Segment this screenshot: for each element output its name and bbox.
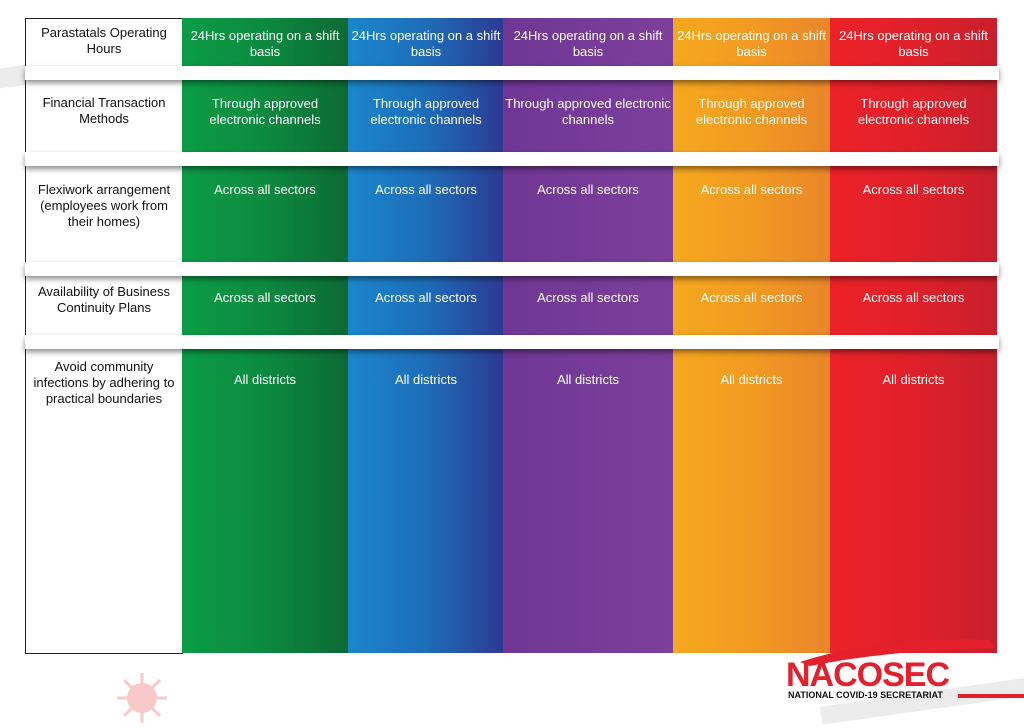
- cell: All districts: [233, 372, 297, 387]
- cell: 24Hrs operating on a shift basis: [351, 28, 501, 59]
- cell: Across all sectors: [537, 182, 639, 197]
- cell: Through approved electronic channels: [505, 96, 671, 127]
- row-label: Avoid community infections by adhering t…: [33, 359, 175, 406]
- logo-subtitle: NATIONAL COVID-19 SECRETARIAT: [788, 690, 943, 700]
- row-separator: [25, 262, 999, 276]
- logo-name: NACOSEC: [786, 656, 950, 694]
- cell: Across all sectors: [862, 182, 965, 197]
- cell: 24Hrs operating on a shift basis: [513, 28, 663, 59]
- cell: Across all sectors: [375, 290, 477, 305]
- cell: All districts: [720, 372, 783, 387]
- cell: 24Hrs operating on a shift basis: [190, 28, 340, 59]
- cell: All districts: [882, 372, 945, 387]
- row-label: Parastatals Operating Hours: [41, 25, 167, 56]
- cell: Across all sectors: [700, 182, 803, 197]
- cell: Through approved electronic channels: [209, 96, 321, 127]
- virus-icon: [117, 673, 167, 723]
- cell: Through approved electronic channels: [857, 96, 970, 127]
- cell: All districts: [556, 372, 620, 387]
- cell: Across all sectors: [375, 182, 477, 197]
- row-separator: [25, 152, 999, 166]
- logo-brush: [800, 639, 995, 666]
- cell: Across all sectors: [537, 290, 639, 305]
- row-label: Flexiwork arrangement (employees work fr…: [37, 182, 171, 229]
- row-separator: [25, 335, 999, 349]
- row-label: Financial Transaction Methods: [42, 95, 166, 126]
- logo-line: [958, 694, 1024, 698]
- cell: Across all sectors: [214, 290, 316, 305]
- cell: 24Hrs operating on a shift basis: [839, 28, 988, 59]
- row-separator: [25, 66, 999, 80]
- cell: Across all sectors: [862, 290, 965, 305]
- cell: Through approved electronic channels: [370, 96, 482, 127]
- cell: 24Hrs operating on a shift basis: [677, 28, 826, 59]
- row-label: Availability of Business Continuity Plan…: [38, 284, 170, 315]
- cell: Across all sectors: [700, 290, 803, 305]
- cell: Through approved electronic channels: [695, 96, 808, 127]
- cell: All districts: [394, 372, 458, 387]
- cell: Across all sectors: [214, 182, 316, 197]
